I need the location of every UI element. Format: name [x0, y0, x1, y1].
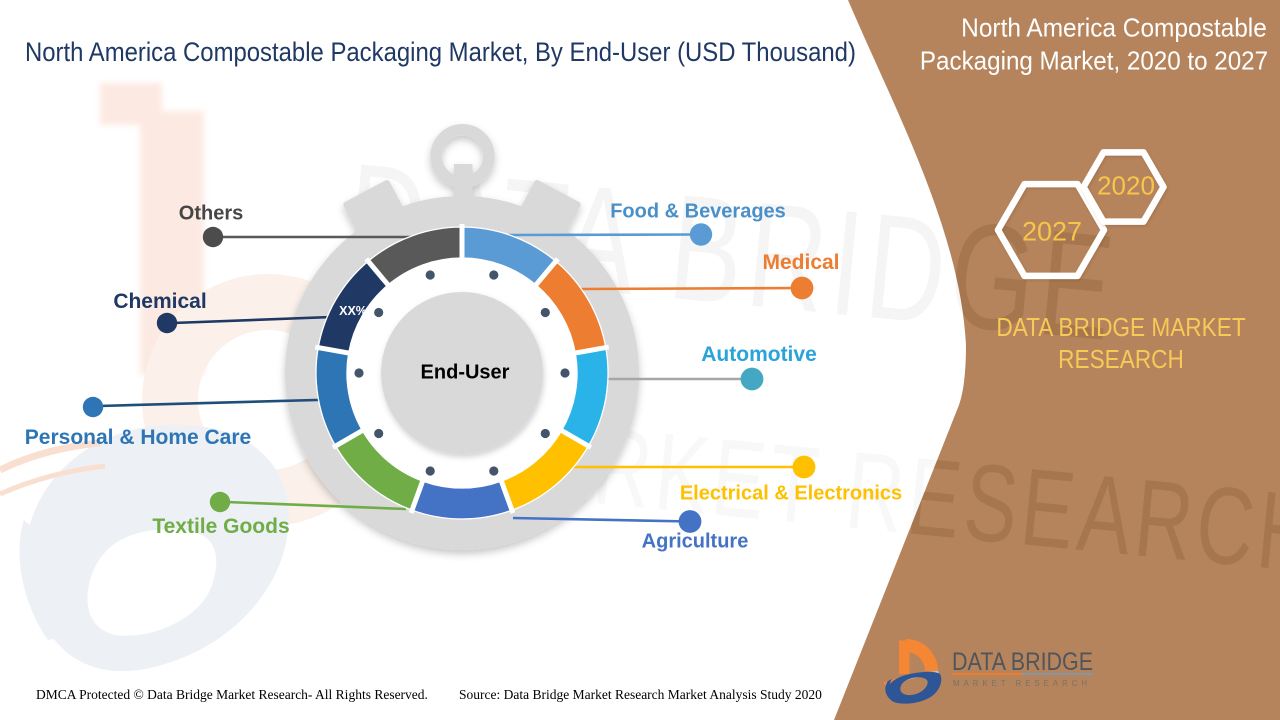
svg-text:MARKET RESEARCH: MARKET RESEARCH — [953, 679, 1091, 688]
svg-text:DATA BRIDGE: DATA BRIDGE — [952, 648, 1093, 676]
